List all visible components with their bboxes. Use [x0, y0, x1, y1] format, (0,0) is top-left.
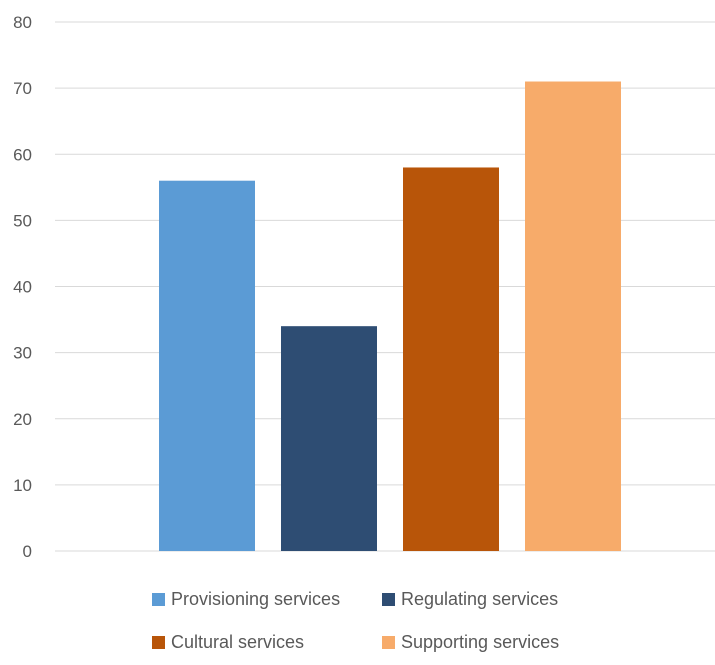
legend-label: Cultural services [171, 632, 304, 652]
bar-supporting-services [525, 81, 621, 551]
bar-cultural-services [403, 167, 499, 551]
y-tick-label: 10 [13, 476, 32, 495]
bars [159, 81, 621, 551]
y-tick-label: 70 [13, 79, 32, 98]
y-tick-label: 30 [13, 344, 32, 363]
y-axis-tick-labels: 0 10 20 30 40 50 60 70 80 [13, 13, 32, 561]
y-tick-label: 0 [23, 542, 32, 561]
legend-label: Regulating services [401, 589, 558, 609]
bar-provisioning-services [159, 180, 255, 551]
legend-label: Supporting services [401, 632, 559, 652]
y-tick-label: 40 [13, 278, 32, 297]
legend-swatch [382, 593, 395, 606]
legend-item-cultural-services: Cultural services [152, 632, 304, 652]
y-tick-label: 80 [13, 13, 32, 32]
y-tick-label: 20 [13, 410, 32, 429]
legend-item-provisioning-services: Provisioning services [152, 589, 340, 609]
legend-swatch [152, 636, 165, 649]
y-tick-label: 50 [13, 211, 32, 230]
legend-item-supporting-services: Supporting services [382, 632, 559, 652]
legend: Provisioning services Regulating services… [152, 589, 559, 652]
bar-regulating-services [281, 326, 377, 551]
legend-swatch [382, 636, 395, 649]
legend-label: Provisioning services [171, 589, 340, 609]
y-tick-label: 60 [13, 145, 32, 164]
legend-item-regulating-services: Regulating services [382, 589, 558, 609]
legend-swatch [152, 593, 165, 606]
